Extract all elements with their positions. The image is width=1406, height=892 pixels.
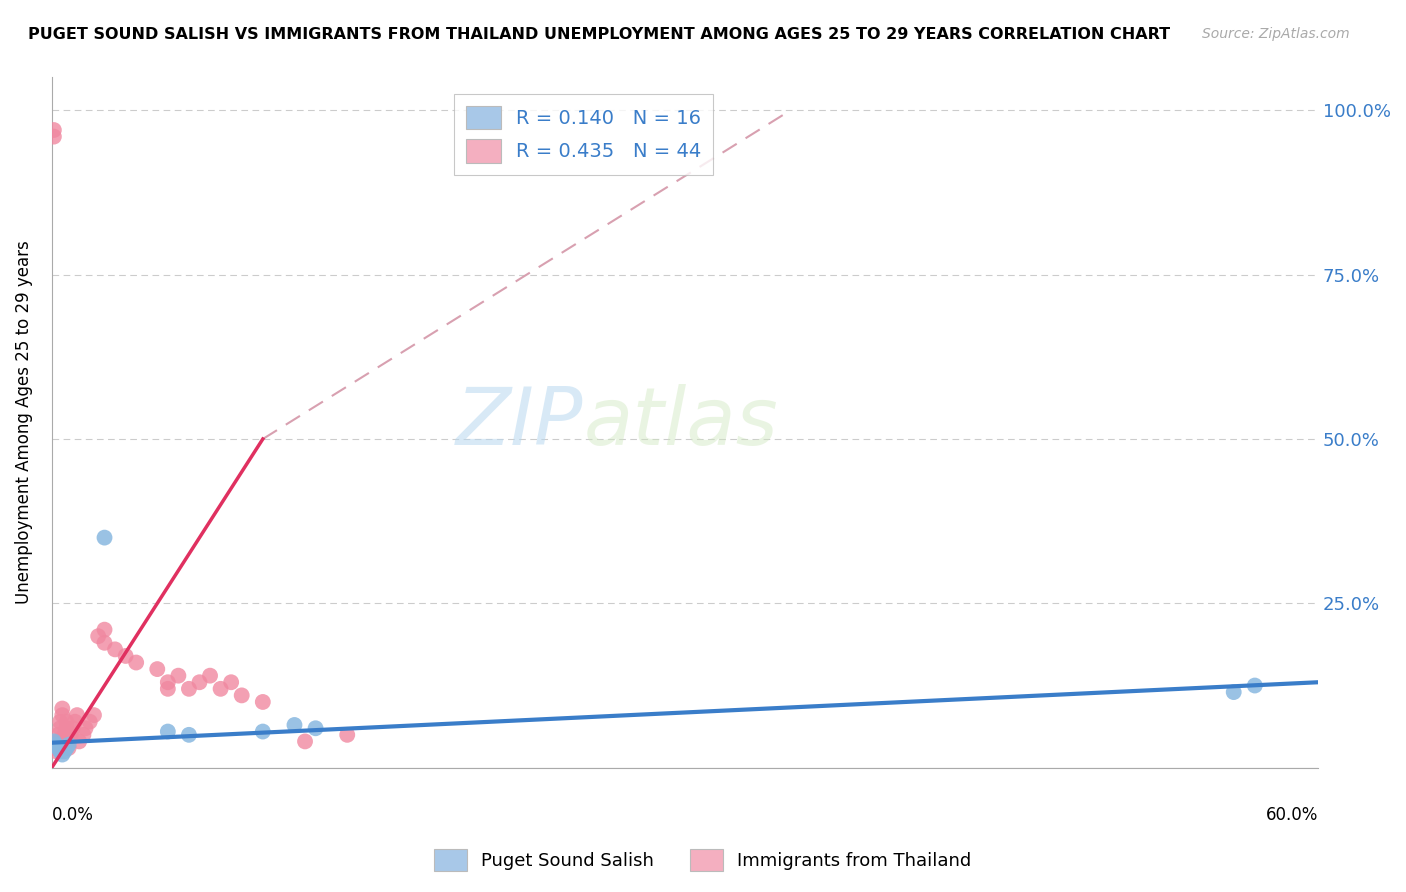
Point (83, 708, 105, 723)
Point (114, 648, 136, 663)
Point (93, 531, 115, 545)
Point (55, 741, 77, 756)
Point (146, 662, 169, 676)
Point (167, 668, 190, 682)
Point (51, 747, 73, 762)
Point (53, 728, 76, 742)
Point (219, 675, 242, 690)
Point (63, 714, 86, 729)
Point (66, 708, 89, 723)
Legend: R = 0.140   N = 16, R = 0.435   N = 44: R = 0.140 N = 16, R = 0.435 N = 44 (454, 94, 713, 175)
Text: PUGET SOUND SALISH VS IMMIGRANTS FROM THAILAND UNEMPLOYMENT AMONG AGES 25 TO 29 : PUGET SOUND SALISH VS IMMIGRANTS FROM TH… (28, 27, 1170, 42)
Point (45, 738, 67, 752)
Legend: Puget Sound Salish, Immigrants from Thailand: Puget Sound Salish, Immigrants from Thai… (427, 842, 979, 879)
Point (336, 728, 359, 742)
Point (283, 718, 305, 732)
Point (231, 689, 253, 703)
Point (188, 675, 211, 690)
Y-axis label: Unemployment Among Ages 25 to 29 years: Unemployment Among Ages 25 to 29 years (15, 241, 32, 605)
Point (93, 623, 115, 637)
Point (42, 129, 65, 144)
Point (87, 629, 110, 643)
Point (58, 734, 80, 748)
Point (252, 724, 274, 739)
Point (55, 714, 77, 729)
Point (198, 668, 221, 682)
Point (156, 675, 179, 690)
Point (79, 714, 101, 729)
Point (51, 701, 73, 715)
Point (1222, 685, 1244, 699)
Point (49, 721, 72, 735)
Point (58, 738, 80, 752)
Point (62, 721, 84, 735)
Text: 0.0%: 0.0% (52, 805, 94, 823)
Point (156, 681, 179, 696)
Point (46, 728, 69, 742)
Point (177, 728, 200, 742)
Point (46, 741, 69, 756)
Text: Source: ZipAtlas.com: Source: ZipAtlas.com (1202, 27, 1350, 41)
Point (55, 721, 77, 735)
Point (156, 724, 179, 739)
Point (53, 734, 76, 748)
Point (209, 681, 232, 696)
Point (46, 734, 69, 748)
Point (49, 714, 72, 729)
Point (294, 734, 316, 748)
Point (252, 695, 274, 709)
Point (104, 642, 127, 657)
Point (125, 656, 148, 670)
Point (42, 734, 65, 748)
Point (304, 721, 326, 735)
Point (75, 721, 97, 735)
Point (59, 728, 82, 742)
Point (67, 734, 90, 748)
Point (177, 681, 200, 696)
Point (58, 741, 80, 756)
Point (49, 744, 72, 758)
Text: ZIP: ZIP (457, 384, 583, 461)
Point (45, 741, 67, 756)
Point (53, 744, 76, 758)
Point (72, 728, 94, 742)
Point (51, 708, 73, 723)
Text: atlas: atlas (583, 384, 779, 461)
Point (93, 636, 115, 650)
Text: 60.0%: 60.0% (1265, 805, 1319, 823)
Point (1243, 679, 1265, 693)
Point (45, 744, 67, 758)
Point (42, 123, 65, 137)
